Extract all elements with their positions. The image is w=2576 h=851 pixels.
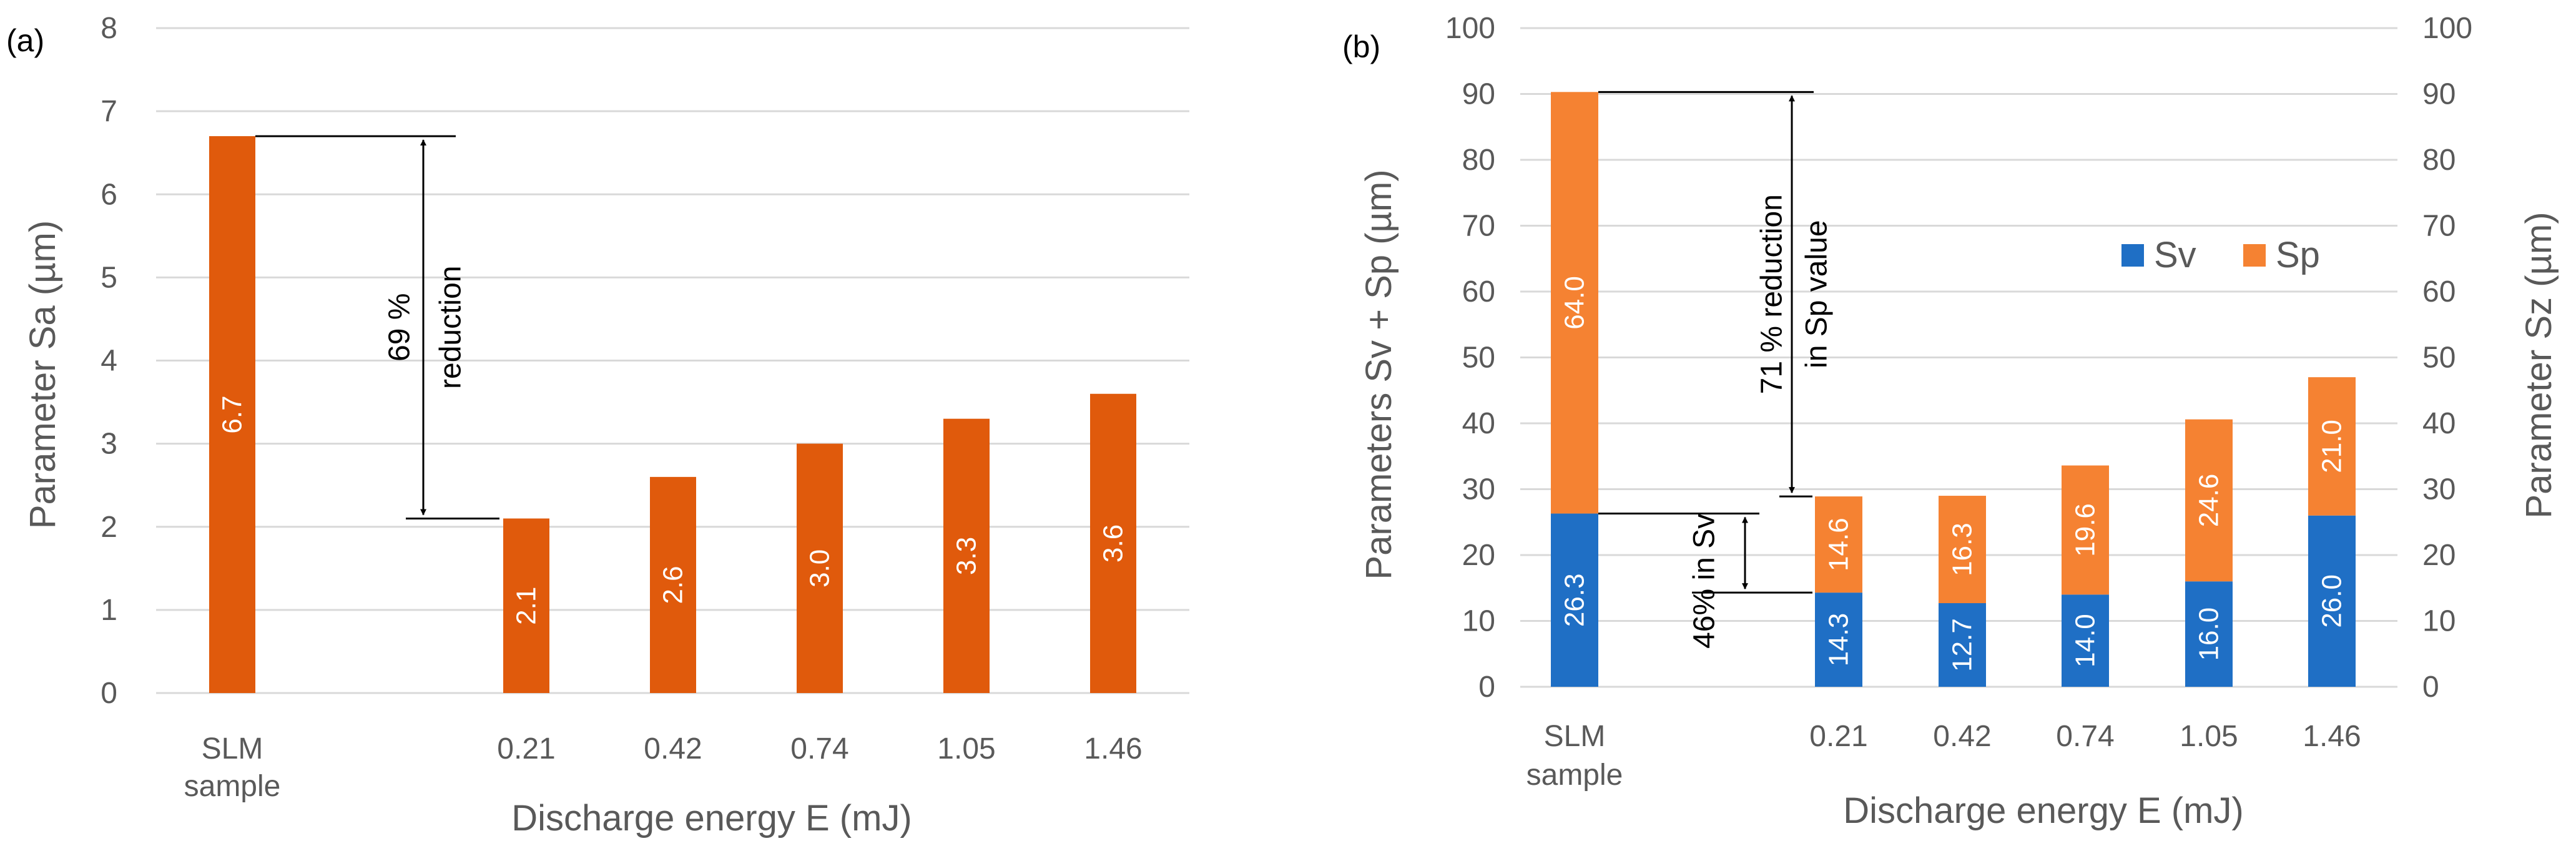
y-tick-label-a: 6	[101, 178, 117, 211]
data-label-sv: 14.3	[1824, 613, 1854, 667]
bar-segment-sv	[2062, 594, 2109, 687]
data-label-sv: 14.0	[2070, 614, 2101, 667]
x-axis-title-a: Discharge energy E (mJ)	[511, 798, 912, 839]
x-tick-label-a: 1.46	[1084, 732, 1142, 765]
y-tick-label-right-b: 20	[2422, 539, 2456, 572]
legend-swatch-sp	[2243, 244, 2266, 267]
y-tick-label-right-b: 90	[2422, 78, 2456, 111]
y-tick-label-a: 1	[101, 594, 117, 627]
y-axis-title-a: Parameter Sa (µm)	[22, 220, 63, 529]
y-tick-label-left-b: 50	[1462, 342, 1495, 375]
bar-sa	[209, 136, 255, 693]
y-tick-label-a: 8	[101, 12, 117, 45]
data-label-sv: 26.3	[1560, 573, 1590, 627]
data-label-sp: 21.0	[2317, 420, 2347, 473]
y-tick-label-left-b: 70	[1462, 210, 1495, 243]
y-tick-label-a: 4	[101, 345, 117, 378]
data-label-sp: 19.6	[2070, 503, 2101, 557]
data-label-sa: 6.7	[217, 395, 248, 433]
x-tick-label-a: 0.74	[790, 732, 848, 765]
legend-swatch-sv	[2121, 244, 2144, 267]
x-axis-title-b: Discharge energy E (mJ)	[1843, 790, 2243, 831]
data-label-sv: 26.0	[2317, 574, 2347, 628]
y-tick-label-left-b: 100	[1445, 12, 1495, 45]
data-label-sv: 16.0	[2194, 608, 2225, 661]
y-tick-label-left-b: 30	[1462, 473, 1495, 506]
y-tick-label-right-b: 40	[2422, 407, 2456, 440]
y-tick-label-left-b: 80	[1462, 144, 1495, 177]
bar-segment-sp	[1815, 496, 1862, 593]
y-tick-label-a: 5	[101, 261, 117, 294]
annotation-text-sp: 71 % reduction	[1756, 194, 1789, 394]
bar-segment-sp	[1551, 92, 1598, 514]
y-tick-label-a: 3	[101, 428, 117, 461]
chart-panel-a: (a) 0 1 2 3 4 5 6 7 8 6.7 2.1 2.6 3.0 3.3 3.6 SLM sample 0…	[6, 12, 1189, 839]
bar-segment-sv	[2185, 581, 2233, 687]
bar-sa	[1090, 393, 1136, 693]
x-tick-label-b: 1.05	[2180, 720, 2238, 753]
y-tick-label-left-b: 60	[1462, 275, 1495, 308]
annotation-text-sp: in Sp value	[1801, 220, 1834, 368]
x-tick-label-a: 0.42	[644, 732, 702, 765]
data-label-sv: 12.7	[1947, 618, 1978, 672]
y-tick-label-right-b: 10	[2422, 605, 2456, 638]
x-tick-label-b: 1.46	[2303, 720, 2361, 753]
y-tick-label-left-b: 90	[1462, 78, 1495, 111]
y-tick-label-right-b: 70	[2422, 210, 2456, 243]
x-tick-label-b: 0.42	[1933, 720, 1991, 753]
data-label-sa: 3.3	[951, 537, 982, 575]
x-tick-label-b: 0.21	[1809, 720, 1867, 753]
data-label-sa: 3.0	[805, 549, 835, 588]
bar-segment-sp	[2185, 419, 2233, 582]
data-label-sp: 14.6	[1824, 518, 1854, 571]
y-tick-label-right-b: 60	[2422, 275, 2456, 308]
y-tick-label-left-b: 0	[1478, 671, 1495, 704]
bar-segment-sv	[1815, 593, 1862, 687]
data-label-sp: 16.3	[1947, 523, 1978, 576]
chart-panel-b: (b) 0 0 10 10 20 20 30 30 40 40 50 50 60 60 70 70 80 80 90 9…	[1342, 12, 2559, 831]
panel-label-a: (a)	[6, 23, 44, 58]
y-tick-label-right-b: 0	[2422, 671, 2439, 704]
y-tick-label-right-b: 30	[2422, 473, 2456, 506]
bar-segment-sv	[1551, 513, 1598, 687]
x-tick-label-b: 0.74	[2056, 720, 2114, 753]
y-tick-label-a: 2	[101, 511, 117, 544]
data-label-sa: 3.6	[1098, 524, 1129, 563]
panel-label-b: (b)	[1342, 29, 1380, 64]
y-axis-title-left-b: Parameters Sv + Sp (µm)	[1359, 169, 1399, 579]
y-tick-label-a: 0	[101, 677, 117, 710]
y-tick-label-right-b: 80	[2422, 144, 2456, 177]
x-tick-label-a: 0.21	[497, 732, 555, 765]
annotation-text-a: reduction	[435, 266, 468, 389]
bar-sa	[503, 518, 549, 693]
data-label-sa: 2.1	[511, 587, 542, 625]
data-label-sp: 64.0	[1560, 276, 1590, 330]
annotation-text-a: 69 %	[383, 293, 416, 362]
x-tick-label-b: SLM sample	[1526, 720, 1623, 792]
bar-segment-sp	[2062, 465, 2109, 595]
x-tick-label-a: 1.05	[937, 732, 995, 765]
y-tick-label-left-b: 20	[1462, 539, 1495, 572]
bar-sa	[797, 443, 843, 693]
bar-segment-sv	[2308, 515, 2356, 687]
data-label-sa: 2.6	[658, 566, 689, 604]
bar-segment-sv	[1939, 603, 1986, 687]
y-tick-label-a: 7	[101, 95, 117, 128]
bar-sa	[650, 476, 696, 693]
y-tick-label-left-b: 40	[1462, 407, 1495, 440]
bar-segment-sp	[1939, 496, 1986, 604]
y-tick-label-right-b: 50	[2422, 342, 2456, 375]
annotation-text-sv: 46% in Sv	[1688, 514, 1721, 649]
y-tick-label-left-b: 10	[1462, 605, 1495, 638]
y-axis-title-right-b: Parameter Sz (µm)	[2519, 212, 2559, 518]
legend-label-sv: Sv	[2154, 235, 2196, 275]
x-tick-label-a: SLM sample	[184, 732, 281, 803]
y-tick-label-right-b: 100	[2422, 12, 2472, 45]
bar-segment-sp	[2308, 377, 2356, 516]
bar-sa	[943, 418, 990, 693]
legend-label-sp: Sp	[2276, 235, 2320, 275]
data-label-sp: 24.6	[2194, 474, 2225, 528]
